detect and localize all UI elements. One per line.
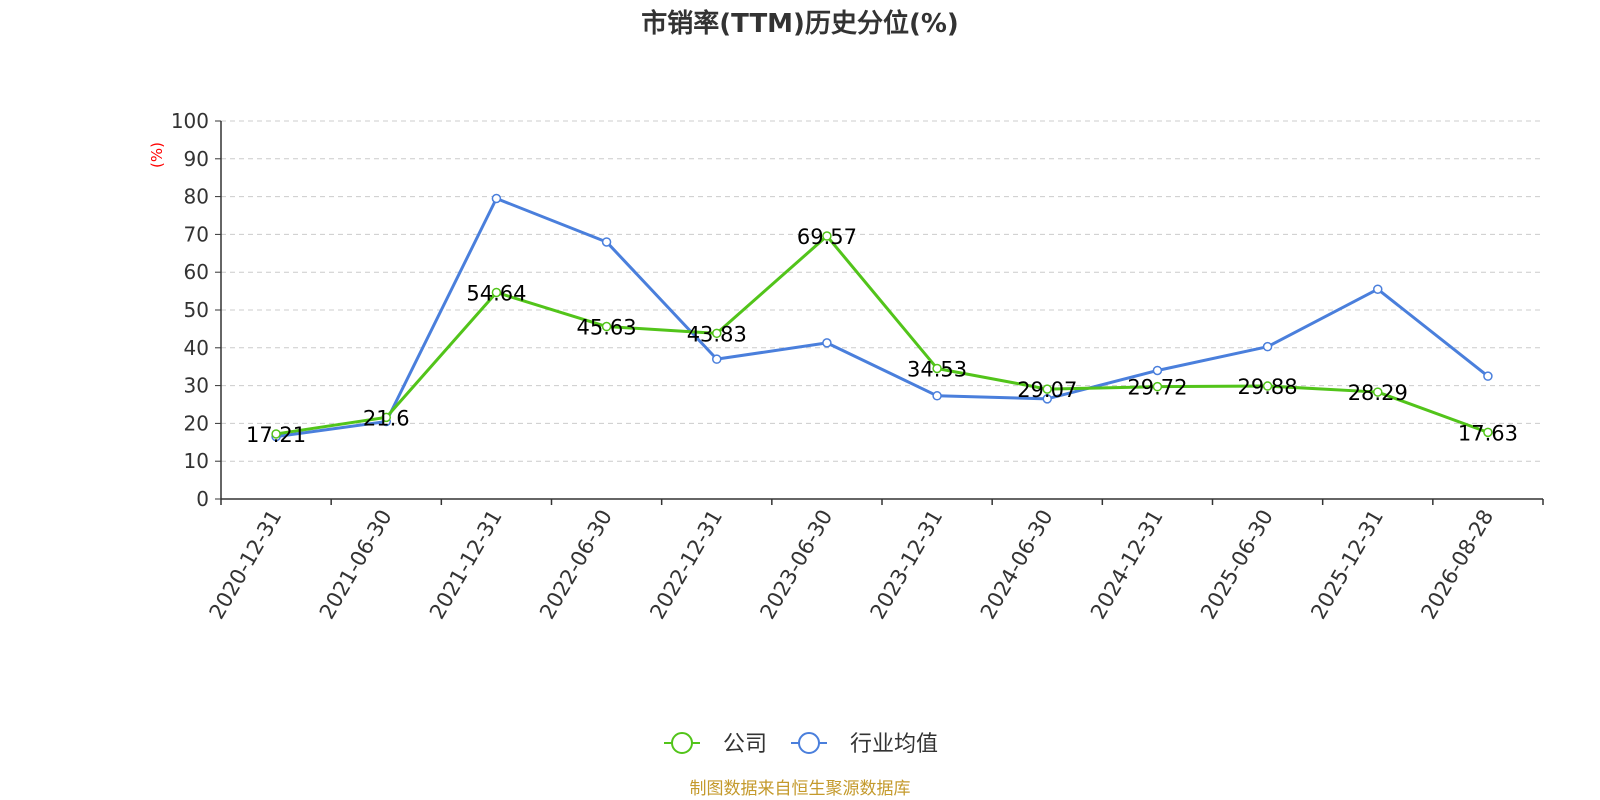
y-tick-label: 80	[184, 185, 209, 209]
y-tick-label: 70	[184, 222, 209, 246]
x-tick-label: 2023-12-31	[866, 506, 948, 624]
data-point	[932, 363, 942, 374]
data-label: 17.21	[246, 423, 306, 447]
y-tick-label: 100	[171, 109, 209, 133]
data-label: 29.88	[1238, 375, 1298, 399]
axes: 0 10 20 30 40 50 60 70 80 90 100 2020-12-31 2021-06-…	[171, 109, 1544, 624]
data-label: 54.64	[466, 281, 526, 305]
x-tick-label: 2021-12-31	[425, 506, 507, 624]
data-point	[1042, 384, 1052, 394]
data-point	[601, 321, 612, 332]
data-label: 34.53	[907, 357, 967, 381]
legend: 公司 行业均值	[664, 732, 938, 757]
y-tick-label: 0	[196, 487, 209, 511]
data-point	[712, 328, 722, 339]
data-point	[271, 429, 281, 439]
legend-marker	[798, 732, 820, 754]
data-point	[491, 193, 502, 204]
x-tick-label: 2024-06-30	[976, 506, 1058, 624]
data-label: 43.83	[687, 322, 747, 346]
data-point	[491, 287, 502, 298]
data-point	[1262, 381, 1273, 391]
source-note: 制图数据来自恒生聚源数据库	[690, 779, 911, 799]
data-point	[822, 338, 832, 348]
y-tick-label: 60	[184, 260, 209, 284]
data-label: 45.63	[577, 316, 637, 340]
y-tick-label: 90	[184, 147, 209, 171]
data-point	[1152, 365, 1163, 376]
data-label: 28.29	[1348, 381, 1408, 405]
chart-title: 市销率(TTM)历史分位(%)	[641, 8, 959, 39]
legend-label: 行业均值	[850, 732, 938, 757]
data-point	[1373, 284, 1383, 294]
y-tick-label: 50	[184, 298, 209, 322]
x-tick-label: 2025-12-31	[1306, 506, 1388, 624]
series-line-0	[275, 234, 1489, 436]
data-point	[1042, 394, 1052, 404]
legend-marker	[671, 732, 693, 754]
data-label: 69.57	[797, 225, 857, 249]
x-tick-label: 2022-12-31	[645, 506, 727, 624]
data-point	[601, 237, 612, 247]
x-tick-label: 2024-12-31	[1086, 506, 1168, 624]
y-tick-label: 40	[184, 336, 209, 360]
x-tick-label: 2022-06-30	[535, 506, 617, 624]
data-point	[712, 354, 722, 364]
grid-lines	[221, 120, 1543, 462]
legend-label: 公司	[723, 732, 767, 757]
data-point	[1152, 381, 1163, 392]
y-tick-label: 20	[184, 411, 209, 435]
data-point	[1262, 341, 1273, 352]
x-tick-label: 2026-08-28	[1416, 506, 1498, 624]
data-point	[381, 412, 391, 423]
data-label: 17.63	[1458, 421, 1518, 445]
y-tick-label: 10	[184, 449, 209, 473]
x-tick-label: 2023-06-30	[755, 506, 837, 624]
series-line-1	[275, 196, 1489, 439]
x-tick-label: 2021-06-30	[315, 506, 397, 624]
data-point	[932, 391, 942, 401]
data-label: 29.07	[1017, 378, 1077, 402]
data-label: 29.72	[1127, 376, 1187, 400]
data-labels: 17.21 21.6 54.64 45.63 43.83 69.57 34.53 29.07 2…	[246, 225, 1518, 447]
x-tick-label: 2025-06-30	[1196, 506, 1278, 624]
data-point	[822, 231, 832, 241]
data-label: 21.6	[363, 406, 410, 430]
data-point	[1373, 387, 1383, 397]
data-point	[1483, 427, 1493, 438]
series-lines	[271, 193, 1493, 442]
y-axis-label: (%)	[148, 142, 166, 168]
data-point	[1483, 371, 1493, 381]
x-tick-label: 2020-12-31	[205, 506, 287, 624]
y-tick-label: 30	[184, 374, 209, 398]
